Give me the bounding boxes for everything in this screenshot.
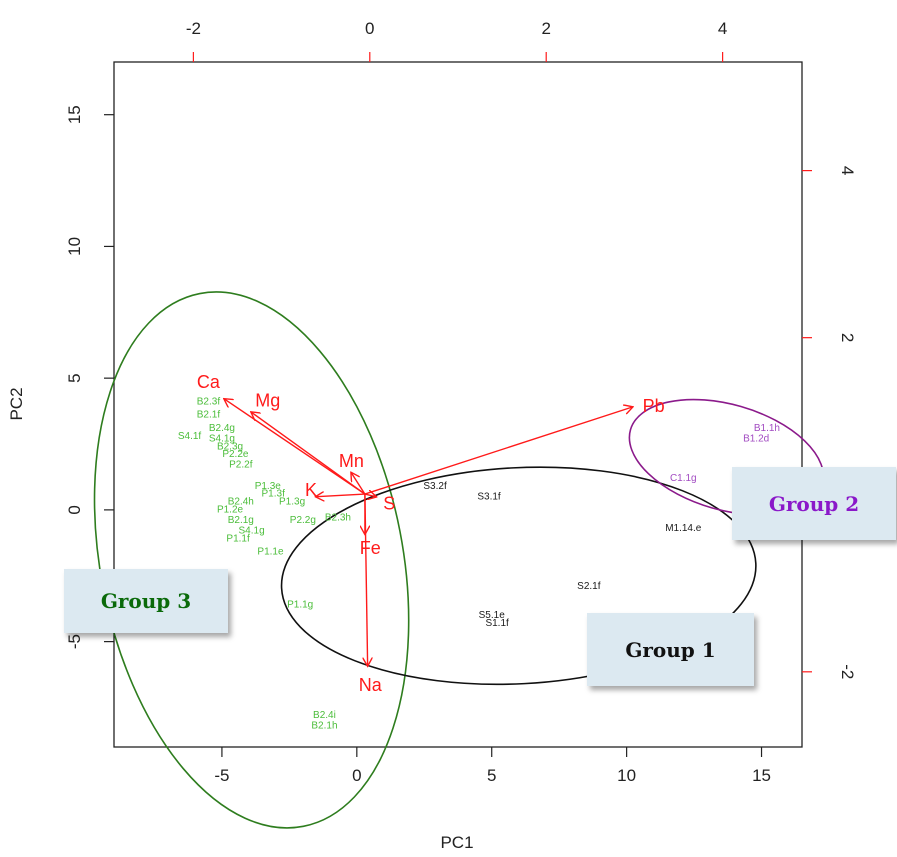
group3-callout-label: Group 3 <box>100 589 192 613</box>
group2-callout-label: Group 2 <box>768 491 860 516</box>
observation-label: P1.1e <box>257 547 284 558</box>
y-tick-label: 5 <box>65 373 84 382</box>
x-axis-title: PC1 <box>440 833 473 852</box>
axes: -5 0 5 10 15 -5 0 5 10 15 -2 0 2 4 -2 2 4 <box>65 19 857 785</box>
observation-label: P2.2f <box>229 460 253 471</box>
observation-label: P1.3e <box>255 481 282 492</box>
y-tick-label: -5 <box>65 634 84 649</box>
plot-frame <box>113 61 803 748</box>
observation-label: P2.2g <box>290 515 316 526</box>
observation-label: B2.1h <box>311 721 337 732</box>
y-tick-label: 10 <box>65 237 84 256</box>
loading-label-ca: Ca <box>197 372 221 392</box>
observation-label: P1.1f <box>226 534 250 545</box>
top-tick-label: 4 <box>718 19 727 38</box>
loading-label-fe: Fe <box>360 538 381 558</box>
loading-arrow-ca <box>225 399 366 495</box>
observation-label: S2.1f <box>577 581 601 592</box>
group1-callout-label: Group 1 <box>625 637 716 662</box>
y-tick-label: 15 <box>65 105 84 124</box>
top-tick-label: 2 <box>541 19 550 38</box>
y-axis-title: PC2 <box>7 387 26 420</box>
observation-label: P2.2e <box>222 449 249 460</box>
x-tick-label: 15 <box>752 766 771 785</box>
observation-label: P1.3g <box>279 497 305 508</box>
observation-label: B2.3g <box>217 441 243 452</box>
group-1-ellipse <box>280 466 757 686</box>
loading-arrow-na <box>365 494 368 665</box>
observation-label: P1.1g <box>287 599 313 610</box>
loading-label-mn: Mn <box>339 451 364 471</box>
observation-label: S5.1e <box>479 610 506 621</box>
top-tick-label: 0 <box>365 19 374 38</box>
right-tick-label: 4 <box>838 166 857 175</box>
group-ellipses <box>93 291 825 829</box>
observation-label: B1.2d <box>743 433 769 444</box>
group-3-ellipse <box>93 291 410 829</box>
observation-label: B2.1f <box>197 410 221 421</box>
observation-label: B2.4h <box>228 497 254 508</box>
loading-label-na: Na <box>359 675 383 695</box>
loading-arrow-mg <box>252 412 366 495</box>
loading-label-mg: Mg <box>255 391 280 411</box>
right-tick-label: -2 <box>838 664 857 679</box>
observation-label: S4.1g <box>239 526 265 537</box>
observation-label: B1.1h <box>754 423 780 434</box>
observation-label: S4.1g <box>209 433 235 444</box>
observation-label: S1.1f <box>485 618 509 629</box>
observation-label: B2.4i <box>313 710 336 721</box>
loading-arrow-pb <box>364 407 632 495</box>
observation-label: S3.1f <box>477 491 501 502</box>
x-tick-label: 5 <box>487 766 496 785</box>
right-tick-label: 2 <box>838 333 857 342</box>
loading-arrow-k <box>316 494 365 497</box>
observation-label: S3.2f <box>423 481 447 492</box>
x-tick-label: 10 <box>617 766 636 785</box>
loading-arrow-s <box>364 494 376 497</box>
top-tick-label: -2 <box>186 19 201 38</box>
observation-label: B2.3f <box>197 397 221 408</box>
observation-label: B2.1g <box>228 515 254 526</box>
observation-label: B2.4g <box>209 423 235 434</box>
observation-label: P1.3f <box>262 489 286 500</box>
loading-vectors: Ca Mg Mn K S Pb Fe Na <box>197 372 665 695</box>
observation-label: B2.3h <box>325 512 351 523</box>
x-tick-label: -5 <box>214 766 229 785</box>
observation-label: M1.14.e <box>665 523 702 534</box>
loading-label-k: K <box>305 480 317 500</box>
group2-callout: Group 2 <box>732 467 896 540</box>
observation-label: S4.1f <box>178 431 202 442</box>
observation-label: C1.1g <box>670 473 697 484</box>
loading-arrow-mn <box>351 473 366 495</box>
loading-label-pb: Pb <box>643 396 665 416</box>
loading-label-s: S <box>383 493 395 513</box>
y-tick-label: 0 <box>65 505 84 514</box>
group3-callout: Group 3 <box>64 569 228 633</box>
group1-callout: Group 1 <box>587 613 754 686</box>
x-tick-label: 0 <box>352 766 361 785</box>
observation-label: P1.2e <box>217 505 244 516</box>
